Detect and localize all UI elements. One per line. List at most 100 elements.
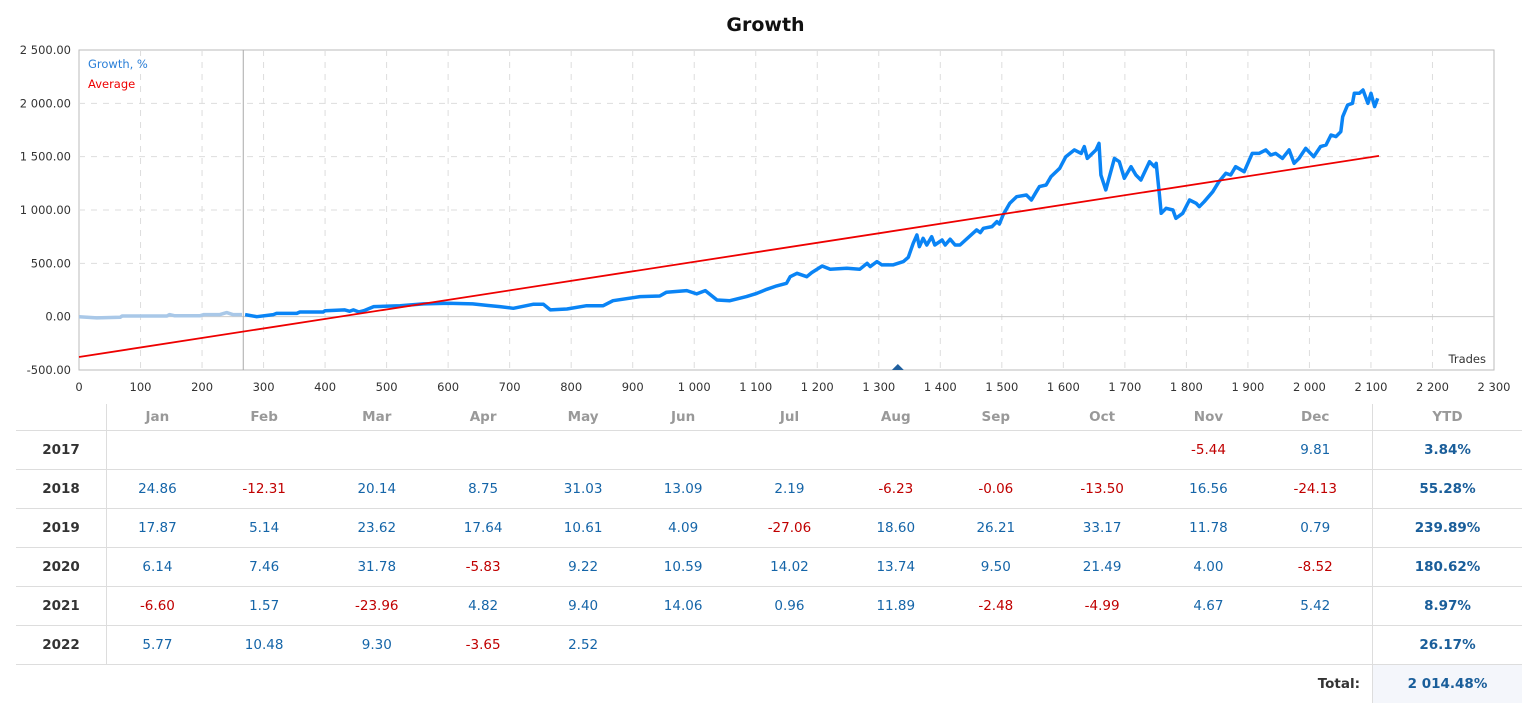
table-row: 2020 6.14 7.46 31.78 -5.83 9.22 10.59 14.02 13.7… xyxy=(16,547,1522,587)
month-value-cell: -27.06 xyxy=(733,508,846,548)
year-cell: 2022 xyxy=(16,625,107,665)
month-value-cell: 10.61 xyxy=(533,508,634,548)
month-value-cell: -5.44 xyxy=(1158,430,1259,470)
table-header-row: Jan Feb Mar Apr May Jun Jul Aug Sep Oct Nov Dec YTD xyxy=(16,404,1522,431)
ytd-cell: 180.62% xyxy=(1372,547,1522,587)
total-label: Total: xyxy=(1317,676,1360,692)
month-value-cell: 16.56 xyxy=(1158,469,1259,509)
month-value-cell: -4.99 xyxy=(1045,586,1159,626)
year-cell: 2018 xyxy=(16,469,107,509)
monthly-returns-table: Jan Feb Mar Apr May Jun Jul Aug Sep Oct Nov Dec YTD … xyxy=(16,404,1522,703)
year-cell: 2020 xyxy=(16,547,107,587)
column-header: Dec xyxy=(1258,404,1373,431)
month-value-cell: 9.22 xyxy=(533,547,634,587)
y-tick-label: -500.00 xyxy=(27,363,71,377)
column-header: YTD xyxy=(1372,404,1522,431)
x-tick-label: 2 100 xyxy=(1354,380,1387,394)
x-tick-label: 800 xyxy=(560,380,582,394)
average-line xyxy=(78,155,1380,358)
month-value-cell: 17.64 xyxy=(433,508,534,548)
month-value-cell: 5.77 xyxy=(106,625,208,665)
month-value-cell: 31.78 xyxy=(320,547,434,587)
month-value-cell xyxy=(106,430,208,470)
ytd-cell: 26.17% xyxy=(1372,625,1522,665)
month-value-cell: -12.31 xyxy=(207,469,321,509)
table-row: 2019 17.87 5.14 23.62 17.64 10.61 4.09 -27.06 18… xyxy=(16,508,1522,548)
month-value-cell: 4.00 xyxy=(1158,547,1259,587)
month-value-cell xyxy=(1158,625,1259,665)
ytd-cell: 3.84% xyxy=(1372,430,1522,470)
column-header: May xyxy=(533,404,634,431)
x-tick-label: 1 000 xyxy=(678,380,711,394)
column-header: Nov xyxy=(1158,404,1259,431)
month-value-cell xyxy=(320,430,434,470)
month-value-cell xyxy=(733,625,846,665)
month-value-cell: 17.87 xyxy=(106,508,208,548)
legend-average: Average xyxy=(88,77,135,91)
month-value-cell: -24.13 xyxy=(1258,469,1373,509)
month-value-cell: -5.83 xyxy=(433,547,534,587)
month-value-cell: 24.86 xyxy=(106,469,208,509)
growth-chart: 0 100 200 300 400 500 600 700 800 900 1 000 1 100 1 … xyxy=(20,43,1511,394)
marker-triangle-icon xyxy=(891,364,904,370)
total-row: Total: 2 014.48% xyxy=(16,664,1522,703)
x-tick-label: 2 000 xyxy=(1293,380,1326,394)
month-value-cell xyxy=(845,430,946,470)
month-value-cell: -2.48 xyxy=(945,586,1046,626)
month-value-cell xyxy=(433,430,534,470)
x-tick-label: 0 xyxy=(75,380,82,394)
month-value-cell: -0.06 xyxy=(945,469,1046,509)
month-value-cell xyxy=(845,625,946,665)
x-tick-label: 1 100 xyxy=(739,380,772,394)
y-tick-label: 1 000.00 xyxy=(20,203,71,217)
month-value-cell: 9.81 xyxy=(1258,430,1373,470)
month-value-cell xyxy=(945,430,1046,470)
column-header: Feb xyxy=(207,404,321,431)
x-tick-label: 700 xyxy=(499,380,521,394)
month-value-cell: 13.09 xyxy=(633,469,734,509)
month-value-cell: 7.46 xyxy=(207,547,321,587)
month-value-cell: 23.62 xyxy=(320,508,434,548)
month-value-cell xyxy=(207,430,321,470)
month-value-cell: 9.50 xyxy=(945,547,1046,587)
month-value-cell: 9.30 xyxy=(320,625,434,665)
month-value-cell: -8.52 xyxy=(1258,547,1373,587)
column-header xyxy=(16,404,107,431)
month-value-cell: 5.14 xyxy=(207,508,321,548)
month-value-cell: 5.42 xyxy=(1258,586,1373,626)
column-header: Aug xyxy=(845,404,946,431)
column-header: Apr xyxy=(433,404,534,431)
month-value-cell xyxy=(1258,625,1373,665)
month-value-cell: 8.75 xyxy=(433,469,534,509)
month-value-cell: 14.02 xyxy=(733,547,846,587)
y-tick-label: 2 500.00 xyxy=(20,43,71,57)
x-tick-label: 2 300 xyxy=(1478,380,1511,394)
x-tick-label: 1 900 xyxy=(1231,380,1264,394)
month-value-cell: 4.82 xyxy=(433,586,534,626)
x-tick-label: 200 xyxy=(191,380,213,394)
month-value-cell: -6.23 xyxy=(845,469,946,509)
column-header: Sep xyxy=(945,404,1046,431)
month-value-cell xyxy=(945,625,1046,665)
growth-history-line xyxy=(78,310,242,320)
month-value-cell: -6.60 xyxy=(106,586,208,626)
column-header: Jun xyxy=(633,404,734,431)
total-value: 2 014.48% xyxy=(1372,664,1522,703)
month-value-cell: 4.09 xyxy=(633,508,734,548)
month-value-cell: 10.48 xyxy=(207,625,321,665)
month-value-cell: 26.21 xyxy=(945,508,1046,548)
month-value-cell xyxy=(633,625,734,665)
x-tick-label: 2 200 xyxy=(1416,380,1449,394)
month-value-cell xyxy=(733,430,846,470)
month-value-cell: 21.49 xyxy=(1045,547,1159,587)
x-tick-label: 900 xyxy=(622,380,644,394)
year-cell: 2021 xyxy=(16,586,107,626)
month-value-cell: 9.40 xyxy=(533,586,634,626)
legend-growth: Growth, % xyxy=(88,57,148,71)
month-value-cell: 18.60 xyxy=(845,508,946,548)
x-tick-label: 1 400 xyxy=(924,380,957,394)
x-tick-label: 300 xyxy=(253,380,275,394)
month-value-cell: 0.79 xyxy=(1258,508,1373,548)
month-value-cell xyxy=(1045,430,1159,470)
column-header: Mar xyxy=(320,404,434,431)
